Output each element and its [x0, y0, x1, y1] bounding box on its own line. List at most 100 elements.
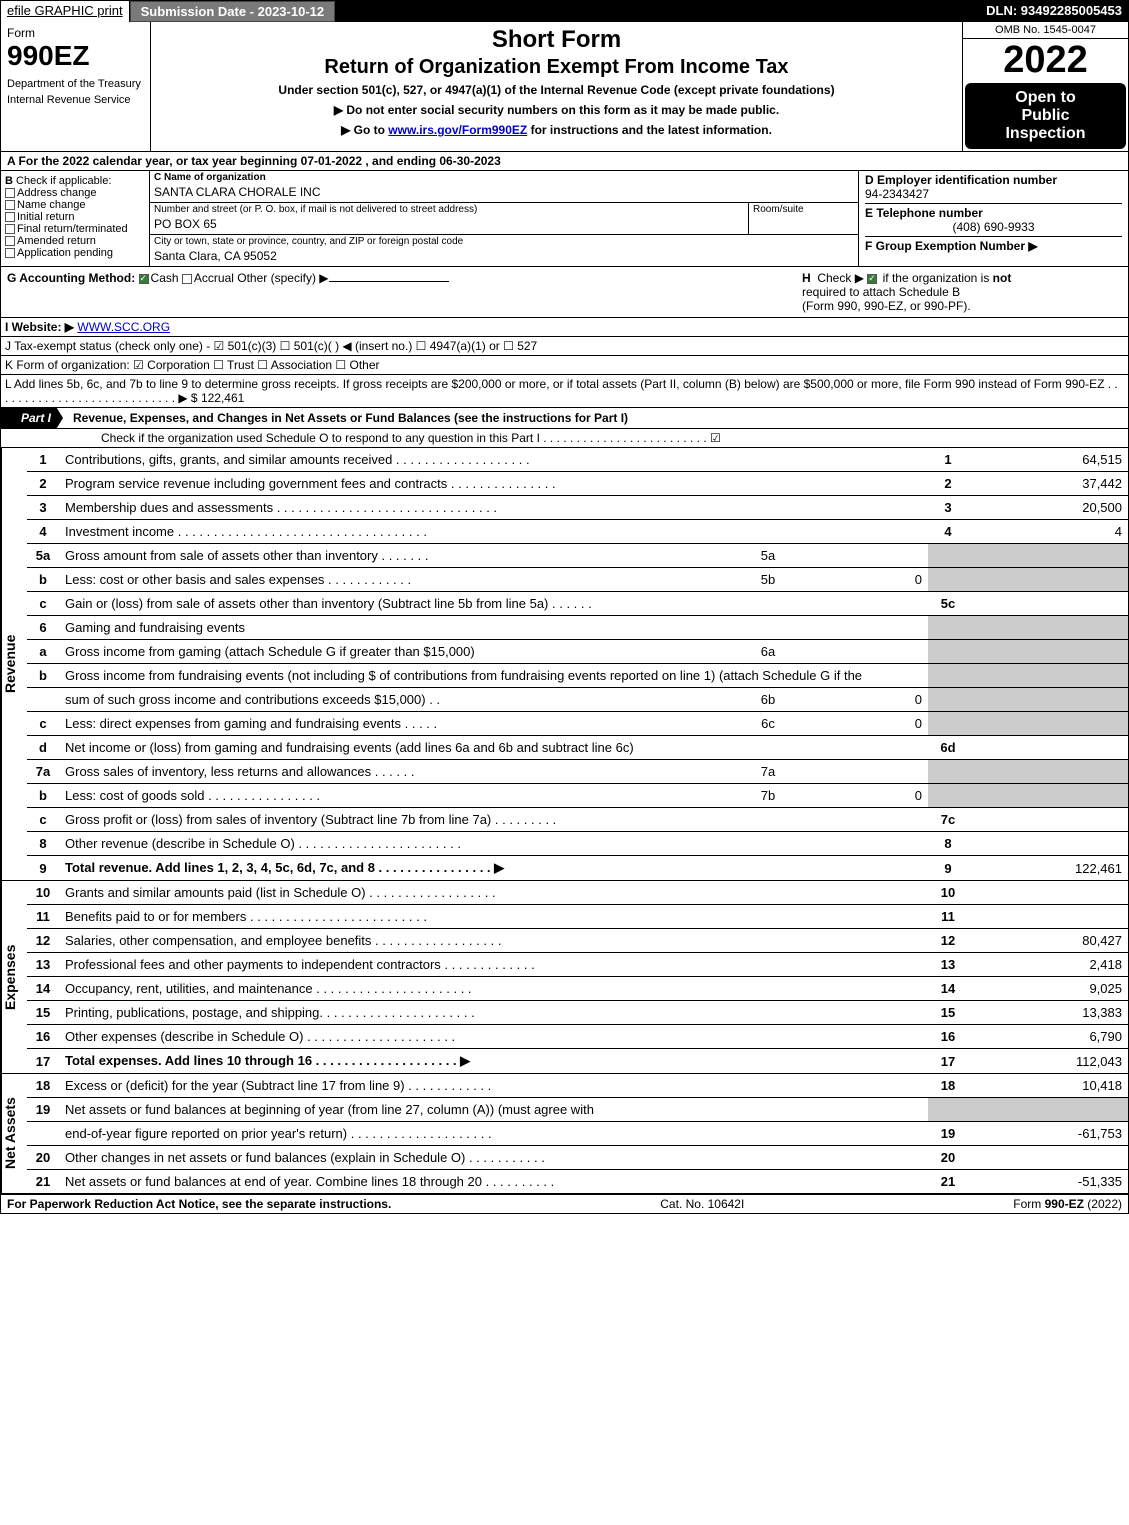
accrual-checkbox[interactable] [182, 274, 192, 284]
mini-value [788, 760, 928, 784]
right-val: 112,043 [968, 1049, 1128, 1074]
line-a: A For the 2022 calendar year, or tax yea… [1, 152, 1128, 171]
open-public-badge: Open to Public Inspection [965, 83, 1126, 149]
right-val: 20,500 [968, 496, 1128, 520]
tax-year: 2022 [963, 39, 1128, 81]
line-num: b [27, 568, 59, 592]
right-num: 2 [928, 472, 968, 496]
mini-label: 7a [748, 760, 788, 784]
footer-cat: Cat. No. 10642I [391, 1197, 1013, 1211]
h-checkbox[interactable] [867, 274, 877, 284]
initial-return-label: Initial return [17, 211, 74, 223]
line-num: 9 [27, 856, 59, 881]
right-val [968, 736, 1128, 760]
mini-value: 0 [788, 568, 928, 592]
mini-label: 5a [748, 544, 788, 568]
line-num: b [27, 664, 59, 688]
mini-label: 5b [748, 568, 788, 592]
d-label: D Employer identification number [865, 173, 1057, 187]
i-label: I Website: ▶ [5, 320, 74, 334]
right-num: 13 [928, 953, 968, 977]
final-return-label: Final return/terminated [17, 223, 128, 235]
right-num: 9 [928, 856, 968, 881]
col-def: D Employer identification number 94-2343… [858, 171, 1128, 266]
footer-right: Form 990-EZ (2022) [1013, 1197, 1122, 1211]
initial-return-checkbox[interactable] [5, 212, 15, 222]
ein-value: 94-2343427 [865, 187, 929, 201]
city-value: Santa Clara, CA 95052 [150, 248, 858, 266]
open-1: Open to [969, 89, 1122, 107]
line-desc: Net assets or fund balances at beginning… [59, 1098, 928, 1122]
website-link[interactable]: WWW.SCC.ORG [77, 320, 170, 334]
right-num: 5c [928, 592, 968, 616]
mini-value [788, 544, 928, 568]
right-num: 10 [928, 881, 968, 905]
phone-value: (408) 690-9933 [865, 220, 1122, 234]
h-letter: H [802, 271, 811, 285]
irs-link[interactable]: www.irs.gov/Form990EZ [388, 123, 527, 137]
g-label: G Accounting Method: [7, 271, 135, 285]
h-not: not [993, 271, 1012, 285]
footer-form-pre: Form [1013, 1197, 1044, 1211]
mini-value: 0 [788, 712, 928, 736]
dln-label: DLN: 93492285005453 [980, 1, 1128, 22]
open-3: Inspection [969, 125, 1122, 143]
short-form-title: Short Form [161, 26, 952, 54]
right-num: 12 [928, 929, 968, 953]
right-val: 64,515 [968, 448, 1128, 472]
right-val: 10,418 [968, 1074, 1128, 1098]
efile-print-link[interactable]: efile GRAPHIC print [1, 1, 130, 22]
app-pending-checkbox[interactable] [5, 248, 15, 258]
net-assets-tab: Net Assets [1, 1074, 27, 1193]
expenses-block: Expenses 10Grants and similar amounts pa… [1, 881, 1128, 1074]
right-num: 6d [928, 736, 968, 760]
right-val [968, 1146, 1128, 1170]
line-i: I Website: ▶ WWW.SCC.ORG [1, 318, 1128, 337]
subtitle: Under section 501(c), 527, or 4947(a)(1)… [161, 83, 952, 97]
line-desc: Less: cost or other basis and sales expe… [59, 568, 748, 592]
goto-post: for instructions and the latest informat… [527, 123, 772, 137]
form-word: Form [7, 26, 35, 40]
right-num: 3 [928, 496, 968, 520]
final-return-checkbox[interactable] [5, 224, 15, 234]
line-desc: Other changes in net assets or fund bala… [59, 1146, 928, 1170]
right-num [928, 712, 968, 736]
line-desc: Contributions, gifts, grants, and simila… [59, 448, 928, 472]
line-desc: Total revenue. Add lines 1, 2, 3, 4, 5c,… [59, 856, 928, 881]
right-val: -61,753 [968, 1122, 1128, 1146]
line-num [27, 1122, 59, 1146]
right-num: 11 [928, 905, 968, 929]
right-val [968, 808, 1128, 832]
right-num [928, 760, 968, 784]
line-desc: Less: cost of goods sold . . . . . . . .… [59, 784, 748, 808]
street-label: Number and street (or P. O. box, if mail… [150, 203, 748, 216]
right-num [928, 784, 968, 808]
revenue-tab: Revenue [1, 448, 27, 880]
right-num: 7c [928, 808, 968, 832]
amended-return-checkbox[interactable] [5, 236, 15, 246]
line-desc: sum of such gross income and contributio… [59, 688, 748, 712]
cash-checkbox[interactable] [139, 274, 149, 284]
l-text: L Add lines 5b, 6c, and 7b to line 9 to … [5, 377, 1118, 405]
c-label: C Name of organization [150, 171, 858, 184]
line-num: 11 [27, 905, 59, 929]
goto-note: ▶ Go to www.irs.gov/Form990EZ for instru… [161, 123, 952, 137]
right-val [968, 664, 1128, 688]
line-desc: Net income or (loss) from gaming and fun… [59, 736, 928, 760]
check-if-label: Check if applicable: [16, 175, 111, 187]
net-assets-table: 18Excess or (deficit) for the year (Subt… [27, 1074, 1128, 1193]
mini-value: 0 [788, 688, 928, 712]
top-bar: efile GRAPHIC print Submission Date - 20… [1, 1, 1128, 22]
name-change-checkbox[interactable] [5, 200, 15, 210]
right-num: 21 [928, 1170, 968, 1194]
mini-label: 6a [748, 640, 788, 664]
line-desc: Less: direct expenses from gaming and fu… [59, 712, 748, 736]
line-desc: Gain or (loss) from sale of assets other… [59, 592, 928, 616]
line-desc: Gross profit or (loss) from sales of inv… [59, 808, 928, 832]
right-val [968, 760, 1128, 784]
line-desc: Other revenue (describe in Schedule O) .… [59, 832, 928, 856]
addr-change-checkbox[interactable] [5, 188, 15, 198]
h-t2: if the organization is [883, 271, 993, 285]
other-specify-line[interactable] [329, 281, 449, 282]
line-desc: Membership dues and assessments . . . . … [59, 496, 928, 520]
